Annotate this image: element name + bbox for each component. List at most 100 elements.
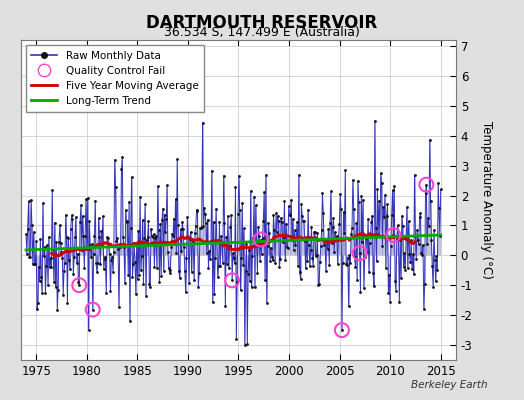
Point: [182, 255, 191, 261]
Point: [429, 283, 438, 290]
Point: [294, 172, 303, 178]
Point: [80, 264, 89, 271]
Point: [272, 228, 281, 235]
Point: [81, 233, 89, 239]
Point: [409, 251, 417, 257]
Point: [343, 262, 351, 268]
Point: [292, 234, 300, 241]
Point: [340, 208, 348, 215]
Point: [177, 248, 185, 254]
Point: [170, 215, 178, 222]
Point: [196, 224, 204, 231]
Point: [367, 219, 376, 225]
Point: [370, 118, 379, 124]
Point: [141, 201, 149, 208]
Point: [147, 226, 155, 232]
Point: [166, 267, 174, 274]
Point: [318, 190, 326, 196]
Point: [107, 256, 115, 263]
Point: [44, 282, 52, 288]
Point: [329, 224, 337, 230]
Point: [265, 230, 274, 236]
Point: [185, 235, 194, 242]
Point: [256, 258, 264, 264]
Point: [158, 217, 166, 224]
Point: [123, 218, 132, 224]
Point: [421, 190, 430, 197]
Point: [241, 342, 249, 348]
Point: [424, 215, 432, 221]
Point: [233, 279, 242, 285]
Point: [165, 265, 173, 272]
Point: [174, 222, 182, 228]
Point: [425, 136, 434, 143]
Point: [185, 280, 193, 286]
Point: [420, 281, 429, 287]
Point: [433, 267, 442, 273]
Point: [206, 256, 214, 262]
Point: [333, 260, 342, 267]
Point: [332, 236, 340, 242]
Point: [387, 243, 395, 249]
Point: [103, 234, 111, 241]
Point: [154, 183, 162, 190]
Point: [333, 233, 341, 239]
Point: [227, 212, 235, 219]
Point: [218, 238, 226, 245]
Point: [286, 212, 294, 218]
Point: [435, 205, 443, 212]
Point: [376, 232, 384, 239]
Point: [372, 224, 380, 231]
Point: [96, 260, 104, 267]
Point: [82, 196, 90, 202]
Point: [188, 268, 196, 275]
Point: [152, 264, 161, 271]
Point: [431, 278, 440, 284]
Point: [207, 238, 215, 244]
Point: [395, 299, 403, 305]
Point: [49, 246, 57, 252]
Point: [160, 211, 169, 218]
Point: [31, 260, 39, 267]
Point: [190, 276, 198, 283]
Point: [125, 199, 133, 205]
Point: [68, 215, 77, 222]
Point: [133, 276, 141, 282]
Point: [257, 250, 266, 257]
Point: [223, 260, 231, 267]
Point: [334, 235, 343, 242]
Point: [355, 250, 364, 256]
Point: [102, 290, 111, 296]
Point: [396, 237, 405, 243]
Point: [137, 267, 145, 274]
Point: [255, 232, 264, 239]
Point: [366, 240, 374, 246]
Point: [350, 206, 358, 212]
Point: [264, 243, 272, 250]
Point: [397, 275, 405, 281]
Point: [363, 249, 372, 256]
Point: [344, 254, 352, 261]
Point: [29, 229, 38, 235]
Point: [416, 210, 424, 216]
Point: [374, 231, 383, 238]
Point: [303, 258, 311, 265]
Point: [422, 182, 431, 188]
Point: [115, 303, 123, 310]
Point: [170, 241, 179, 247]
Point: [322, 237, 331, 243]
Point: [148, 234, 157, 240]
Point: [85, 218, 94, 225]
Point: [176, 275, 184, 281]
Point: [144, 234, 152, 240]
Point: [286, 212, 294, 218]
Point: [221, 303, 230, 310]
Point: [179, 226, 187, 232]
Point: [434, 180, 442, 186]
Point: [269, 212, 278, 218]
Point: [368, 212, 376, 219]
Point: [94, 215, 103, 222]
Point: [118, 154, 126, 160]
Point: [52, 239, 61, 245]
Point: [373, 258, 381, 265]
